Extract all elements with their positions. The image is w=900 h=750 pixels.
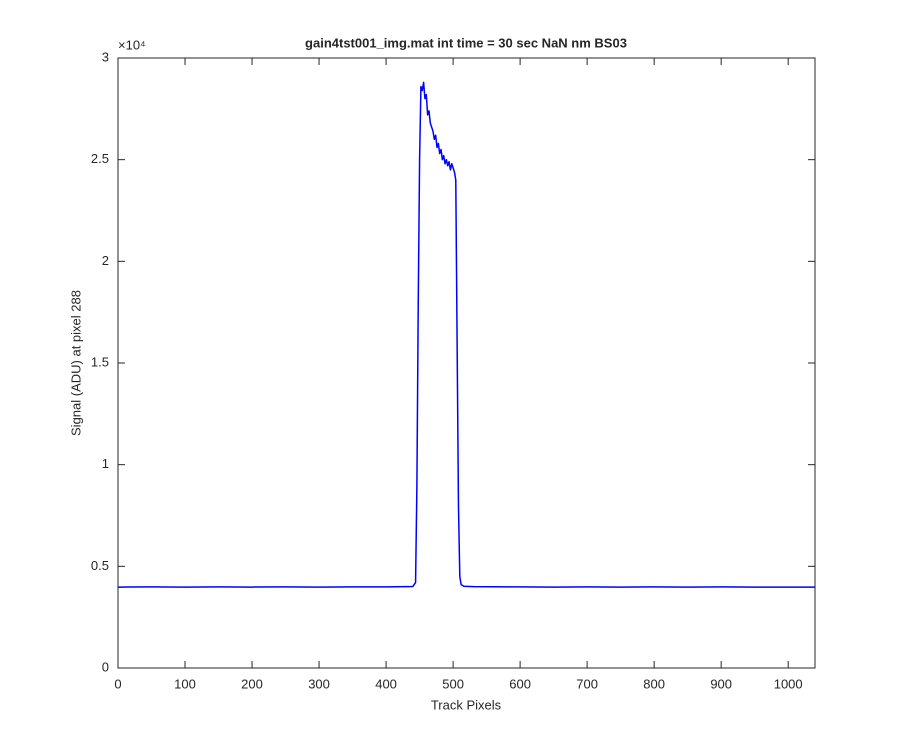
x-tick-label: 1000 xyxy=(774,676,803,691)
x-tick-label: 700 xyxy=(576,676,598,691)
x-tick-label: 0 xyxy=(114,676,121,691)
x-tick-label: 500 xyxy=(442,676,464,691)
x-tick-label: 400 xyxy=(375,676,397,691)
data-line xyxy=(117,81,815,588)
x-tick-label: 600 xyxy=(509,676,531,691)
y-tick-label: 1.5 xyxy=(91,354,109,369)
chart-title: gain4tst001_img.mat int time = 30 sec Na… xyxy=(305,35,627,50)
x-tick-label: 300 xyxy=(308,676,330,691)
y-tick-label: 1 xyxy=(102,456,109,471)
x-tick-label: 900 xyxy=(710,676,732,691)
y-tick-label: 3 xyxy=(102,49,109,64)
x-axis-label: Track Pixels xyxy=(431,697,502,712)
y-tick-label: 0 xyxy=(102,659,109,674)
y-tick-label: 0.5 xyxy=(91,558,109,573)
x-tick-label: 800 xyxy=(643,676,665,691)
y-tick-label: 2.5 xyxy=(91,151,109,166)
x-tick-label: 100 xyxy=(174,676,196,691)
y-tick-label: 2 xyxy=(102,253,109,268)
y-exponent-label: ×10⁴ xyxy=(118,37,146,52)
y-axis-label: Signal (ADU) at pixel 288 xyxy=(68,290,83,436)
x-tick-label: 200 xyxy=(241,676,263,691)
